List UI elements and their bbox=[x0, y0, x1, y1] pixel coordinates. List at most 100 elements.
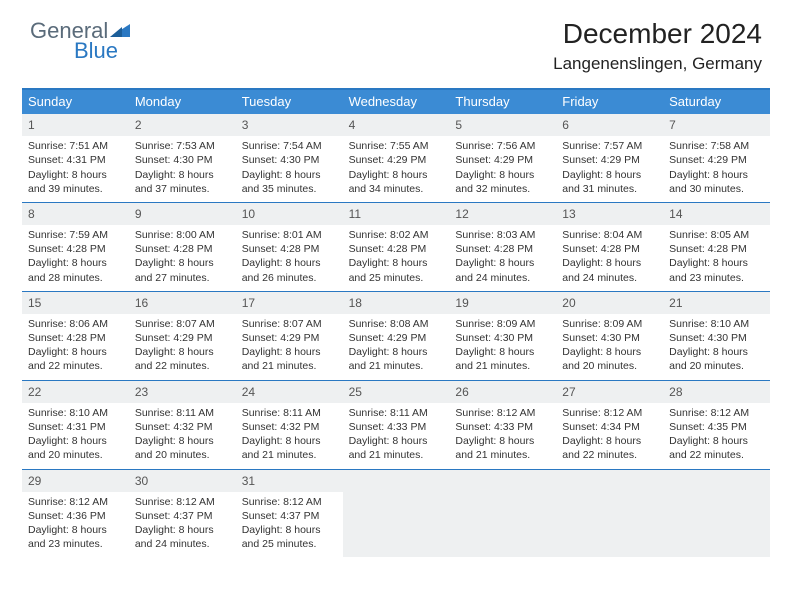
daylight-line: Daylight: 8 hours and 21 minutes. bbox=[242, 345, 337, 373]
location-label: Langenenslingen, Germany bbox=[553, 54, 762, 74]
daylight-line: Daylight: 8 hours and 21 minutes. bbox=[455, 345, 550, 373]
day-cell: 19Sunrise: 8:09 AMSunset: 4:30 PMDayligh… bbox=[449, 292, 556, 380]
day-body: Sunrise: 7:54 AMSunset: 4:30 PMDaylight:… bbox=[236, 136, 343, 202]
daylight-line: Daylight: 8 hours and 24 minutes. bbox=[562, 256, 657, 284]
sunset-line: Sunset: 4:32 PM bbox=[135, 420, 230, 434]
day-body: Sunrise: 8:12 AMSunset: 4:35 PMDaylight:… bbox=[663, 403, 770, 469]
sunset-line: Sunset: 4:33 PM bbox=[455, 420, 550, 434]
sunrise-line: Sunrise: 8:12 AM bbox=[28, 495, 123, 509]
sunrise-line: Sunrise: 8:10 AM bbox=[28, 406, 123, 420]
sunset-line: Sunset: 4:35 PM bbox=[669, 420, 764, 434]
sunrise-line: Sunrise: 8:12 AM bbox=[455, 406, 550, 420]
dow-header-row: SundayMondayTuesdayWednesdayThursdayFrid… bbox=[22, 90, 770, 114]
sunset-line: Sunset: 4:29 PM bbox=[349, 331, 444, 345]
day-number: 13 bbox=[556, 203, 663, 225]
day-number: 14 bbox=[663, 203, 770, 225]
day-body: Sunrise: 8:12 AMSunset: 4:34 PMDaylight:… bbox=[556, 403, 663, 469]
day-cell: 26Sunrise: 8:12 AMSunset: 4:33 PMDayligh… bbox=[449, 381, 556, 469]
week-row: 15Sunrise: 8:06 AMSunset: 4:28 PMDayligh… bbox=[22, 291, 770, 380]
sunrise-line: Sunrise: 8:07 AM bbox=[135, 317, 230, 331]
day-body: Sunrise: 8:10 AMSunset: 4:31 PMDaylight:… bbox=[22, 403, 129, 469]
sunset-line: Sunset: 4:29 PM bbox=[135, 331, 230, 345]
daylight-line: Daylight: 8 hours and 20 minutes. bbox=[562, 345, 657, 373]
day-cell: 10Sunrise: 8:01 AMSunset: 4:28 PMDayligh… bbox=[236, 203, 343, 291]
day-body: Sunrise: 8:12 AMSunset: 4:37 PMDaylight:… bbox=[129, 492, 236, 558]
sunset-line: Sunset: 4:28 PM bbox=[135, 242, 230, 256]
day-number: 16 bbox=[129, 292, 236, 314]
daylight-line: Daylight: 8 hours and 30 minutes. bbox=[669, 168, 764, 196]
day-number: 21 bbox=[663, 292, 770, 314]
sunset-line: Sunset: 4:29 PM bbox=[242, 331, 337, 345]
day-number: 18 bbox=[343, 292, 450, 314]
day-body: Sunrise: 8:05 AMSunset: 4:28 PMDaylight:… bbox=[663, 225, 770, 291]
day-cell: 8Sunrise: 7:59 AMSunset: 4:28 PMDaylight… bbox=[22, 203, 129, 291]
daylight-line: Daylight: 8 hours and 20 minutes. bbox=[28, 434, 123, 462]
sunrise-line: Sunrise: 8:11 AM bbox=[135, 406, 230, 420]
day-number: 7 bbox=[663, 114, 770, 136]
day-cell: 16Sunrise: 8:07 AMSunset: 4:29 PMDayligh… bbox=[129, 292, 236, 380]
daylight-line: Daylight: 8 hours and 31 minutes. bbox=[562, 168, 657, 196]
sunrise-line: Sunrise: 7:55 AM bbox=[349, 139, 444, 153]
sunset-line: Sunset: 4:29 PM bbox=[669, 153, 764, 167]
daylight-line: Daylight: 8 hours and 37 minutes. bbox=[135, 168, 230, 196]
daylight-line: Daylight: 8 hours and 23 minutes. bbox=[28, 523, 123, 551]
day-cell: 25Sunrise: 8:11 AMSunset: 4:33 PMDayligh… bbox=[343, 381, 450, 469]
sunset-line: Sunset: 4:28 PM bbox=[669, 242, 764, 256]
day-cell-empty bbox=[663, 470, 770, 558]
daylight-line: Daylight: 8 hours and 26 minutes. bbox=[242, 256, 337, 284]
day-number: 24 bbox=[236, 381, 343, 403]
sunrise-line: Sunrise: 8:11 AM bbox=[349, 406, 444, 420]
sunrise-line: Sunrise: 8:12 AM bbox=[135, 495, 230, 509]
daylight-line: Daylight: 8 hours and 24 minutes. bbox=[135, 523, 230, 551]
daylight-line: Daylight: 8 hours and 20 minutes. bbox=[669, 345, 764, 373]
brand-logo: GeneralBlue bbox=[30, 18, 130, 64]
daylight-line: Daylight: 8 hours and 35 minutes. bbox=[242, 168, 337, 196]
daylight-line: Daylight: 8 hours and 22 minutes. bbox=[669, 434, 764, 462]
day-cell: 14Sunrise: 8:05 AMSunset: 4:28 PMDayligh… bbox=[663, 203, 770, 291]
dow-header-monday: Monday bbox=[129, 90, 236, 114]
dow-header-friday: Friday bbox=[556, 90, 663, 114]
sunset-line: Sunset: 4:29 PM bbox=[455, 153, 550, 167]
day-cell: 15Sunrise: 8:06 AMSunset: 4:28 PMDayligh… bbox=[22, 292, 129, 380]
day-body: Sunrise: 8:11 AMSunset: 4:32 PMDaylight:… bbox=[236, 403, 343, 469]
day-cell: 5 Sunrise: 7:56 AMSunset: 4:29 PMDaylight… bbox=[449, 114, 556, 202]
daylight-line: Daylight: 8 hours and 24 minutes. bbox=[455, 256, 550, 284]
day-number: 26 bbox=[449, 381, 556, 403]
sunrise-line: Sunrise: 8:09 AM bbox=[455, 317, 550, 331]
week-row: 1Sunrise: 7:51 AMSunset: 4:31 PMDaylight… bbox=[22, 114, 770, 202]
day-body: Sunrise: 8:04 AMSunset: 4:28 PMDaylight:… bbox=[556, 225, 663, 291]
day-number: 5 bbox=[449, 114, 556, 136]
daylight-line: Daylight: 8 hours and 28 minutes. bbox=[28, 256, 123, 284]
sunrise-line: Sunrise: 7:56 AM bbox=[455, 139, 550, 153]
page-title: December 2024 bbox=[553, 18, 762, 50]
day-cell: 24Sunrise: 8:11 AMSunset: 4:32 PMDayligh… bbox=[236, 381, 343, 469]
sunset-line: Sunset: 4:31 PM bbox=[28, 153, 123, 167]
sunrise-line: Sunrise: 8:00 AM bbox=[135, 228, 230, 242]
sunset-line: Sunset: 4:28 PM bbox=[562, 242, 657, 256]
day-body: Sunrise: 8:02 AMSunset: 4:28 PMDaylight:… bbox=[343, 225, 450, 291]
daylight-line: Daylight: 8 hours and 32 minutes. bbox=[455, 168, 550, 196]
sunset-line: Sunset: 4:28 PM bbox=[242, 242, 337, 256]
sunrise-line: Sunrise: 8:07 AM bbox=[242, 317, 337, 331]
daylight-line: Daylight: 8 hours and 20 minutes. bbox=[135, 434, 230, 462]
sunrise-line: Sunrise: 8:12 AM bbox=[242, 495, 337, 509]
day-number: 10 bbox=[236, 203, 343, 225]
day-body: Sunrise: 8:07 AMSunset: 4:29 PMDaylight:… bbox=[129, 314, 236, 380]
day-body: Sunrise: 8:00 AMSunset: 4:28 PMDaylight:… bbox=[129, 225, 236, 291]
day-cell: 28Sunrise: 8:12 AMSunset: 4:35 PMDayligh… bbox=[663, 381, 770, 469]
dow-header-wednesday: Wednesday bbox=[343, 90, 450, 114]
daylight-line: Daylight: 8 hours and 34 minutes. bbox=[349, 168, 444, 196]
day-number: 2 bbox=[129, 114, 236, 136]
calendar: SundayMondayTuesdayWednesdayThursdayFrid… bbox=[22, 88, 770, 557]
dow-header-sunday: Sunday bbox=[22, 90, 129, 114]
day-number: 30 bbox=[129, 470, 236, 492]
day-number: 12 bbox=[449, 203, 556, 225]
week-row: 29Sunrise: 8:12 AMSunset: 4:36 PMDayligh… bbox=[22, 469, 770, 558]
day-number: 3 bbox=[236, 114, 343, 136]
dow-header-tuesday: Tuesday bbox=[236, 90, 343, 114]
day-number: 19 bbox=[449, 292, 556, 314]
day-body: Sunrise: 8:08 AMSunset: 4:29 PMDaylight:… bbox=[343, 314, 450, 380]
sunrise-line: Sunrise: 7:57 AM bbox=[562, 139, 657, 153]
sunset-line: Sunset: 4:30 PM bbox=[562, 331, 657, 345]
week-row: 8Sunrise: 7:59 AMSunset: 4:28 PMDaylight… bbox=[22, 202, 770, 291]
